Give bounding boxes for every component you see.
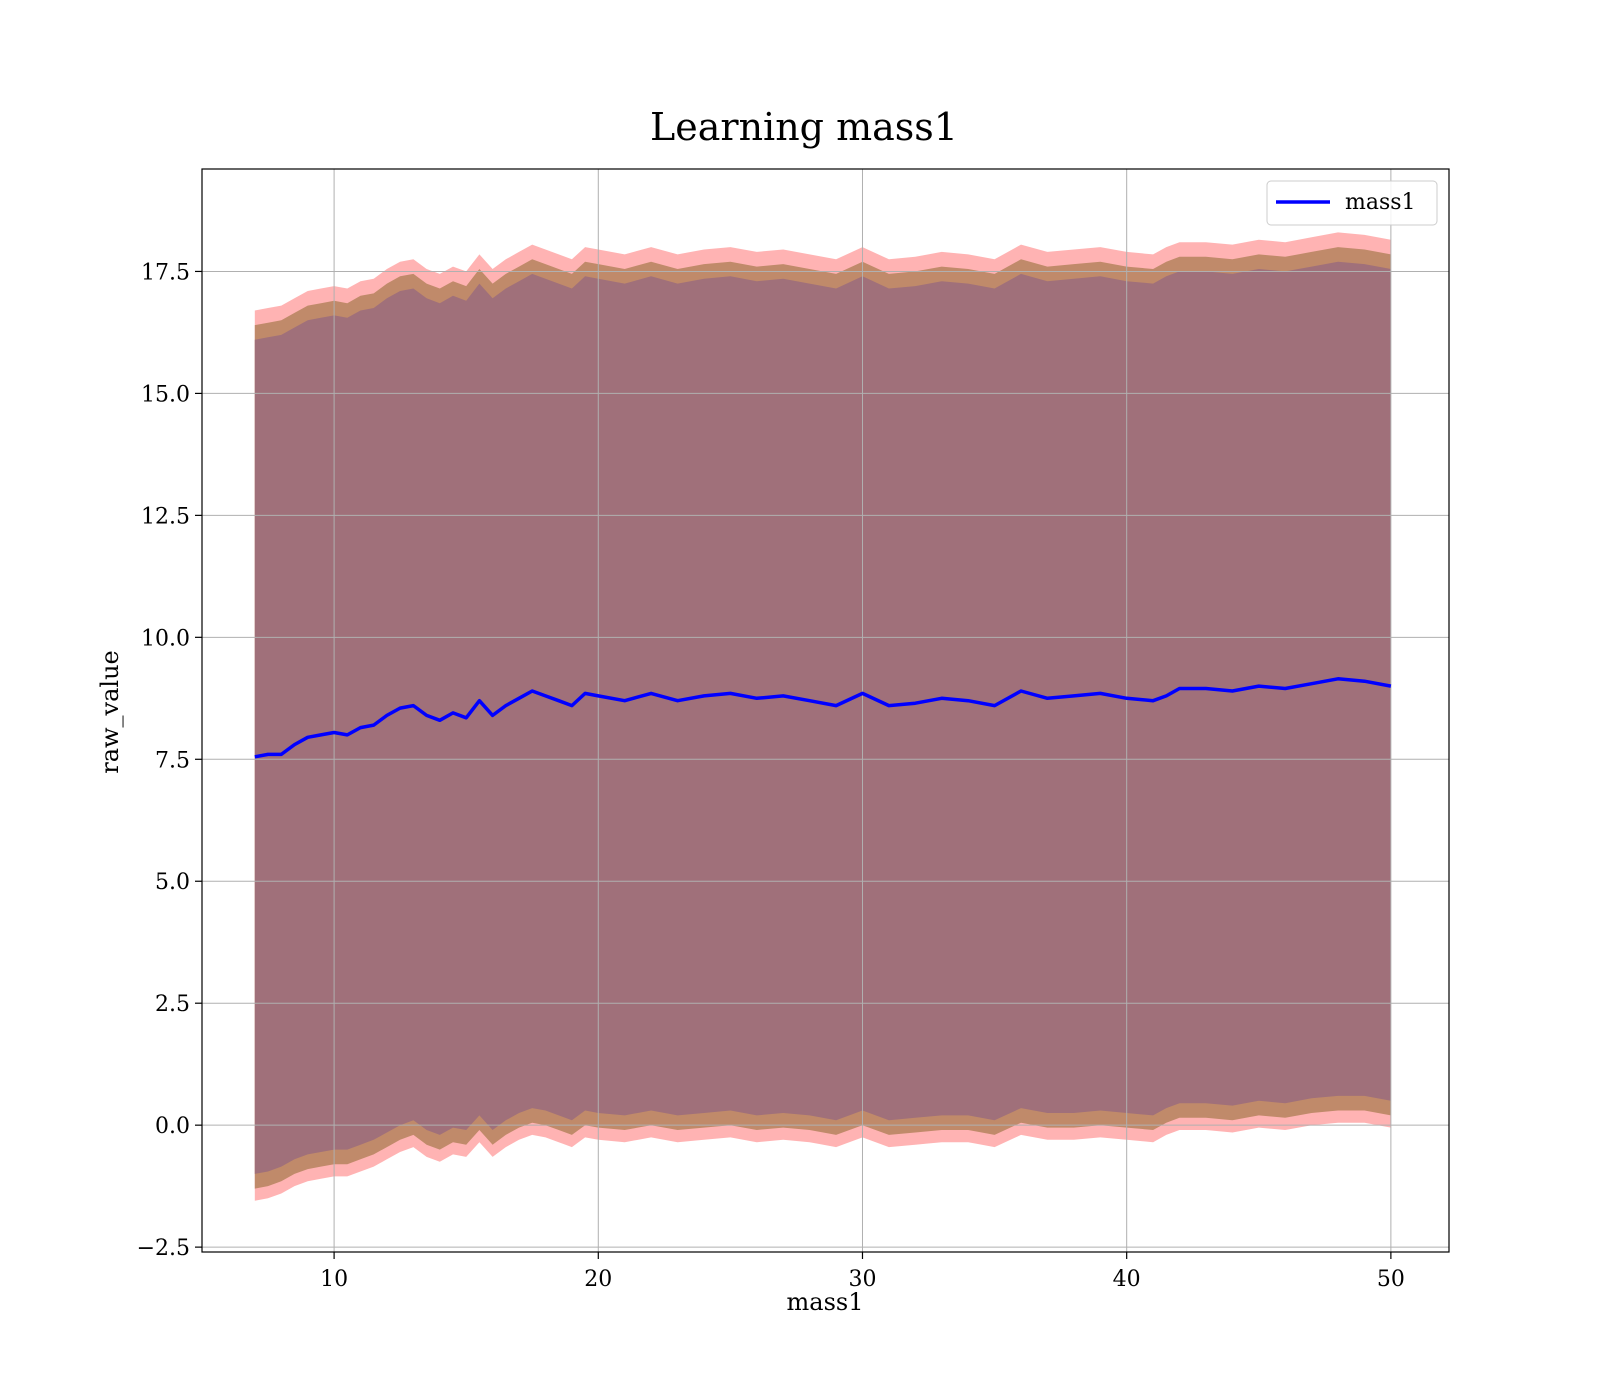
y-tick-label: 0.0 — [155, 1114, 190, 1139]
y-axis-label: raw_value — [96, 650, 124, 774]
x-axis: 10 20 30 40 50 — [320, 1252, 1405, 1292]
chart-title: Learning mass1 — [650, 105, 958, 149]
x-tick-label: 50 — [1377, 1267, 1405, 1292]
y-tick-label: 7.5 — [155, 748, 190, 773]
x-axis-label: mass1 — [787, 1288, 864, 1316]
band-inner — [254, 261, 1391, 1174]
y-tick-label: −2.5 — [137, 1236, 190, 1261]
y-tick-label: 12.5 — [141, 504, 190, 529]
y-tick-label: 10.0 — [141, 626, 190, 651]
legend-entry-mass1: mass1 — [1345, 190, 1416, 215]
x-tick-label: 20 — [584, 1267, 612, 1292]
y-tick-label: 17.5 — [141, 260, 190, 285]
plot-frame — [201, 168, 1450, 1253]
x-tick-label: 30 — [848, 1267, 876, 1292]
y-tick-label: 15.0 — [141, 382, 190, 407]
y-tick-label: 5.0 — [155, 870, 190, 895]
legend: mass1 — [1266, 180, 1438, 226]
x-tick-label: 10 — [320, 1267, 348, 1292]
plot-area — [202, 169, 1449, 1252]
y-tick-label: 2.5 — [155, 992, 190, 1017]
y-axis: −2.5 0.0 2.5 5.0 7.5 10.0 12.5 15.0 17.5 — [137, 260, 202, 1261]
x-tick-label: 40 — [1113, 1267, 1141, 1292]
legend-box — [1266, 180, 1438, 226]
series-line-mass1 — [254, 677, 1392, 759]
